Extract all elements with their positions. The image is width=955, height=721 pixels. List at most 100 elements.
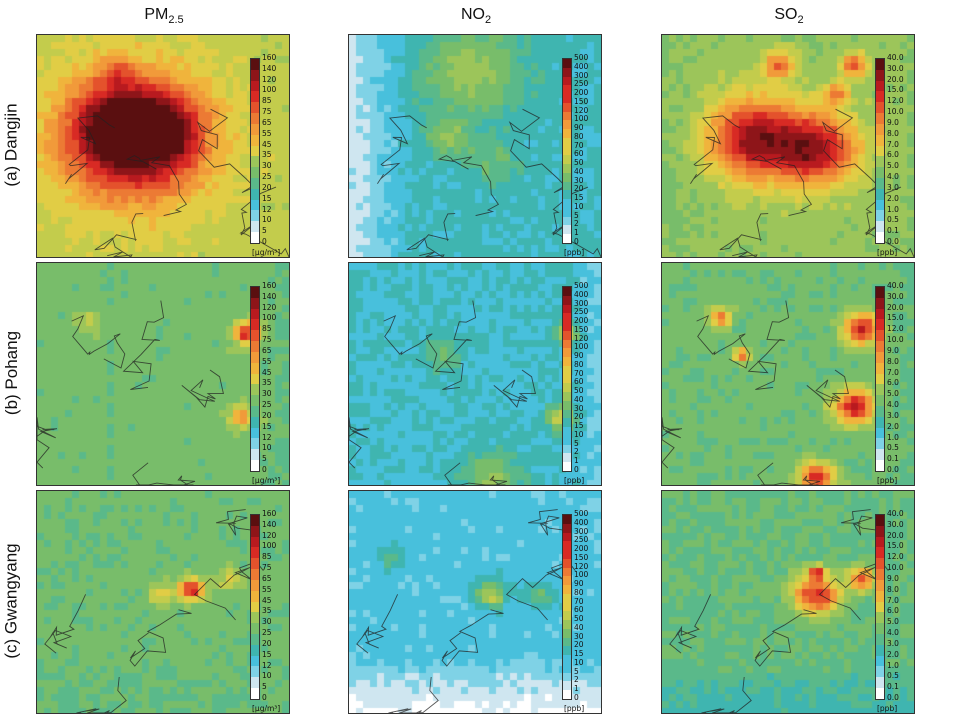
map-panel-dangjin-so2 bbox=[661, 34, 915, 258]
colorbar-segment bbox=[563, 330, 571, 340]
colorbar-tick-label: 15 bbox=[262, 421, 272, 431]
colorbar-segment bbox=[876, 351, 884, 363]
concentration-field bbox=[349, 263, 601, 485]
colorbar-segment bbox=[563, 216, 571, 226]
boundary-lines bbox=[37, 300, 224, 485]
colorbar-segment bbox=[563, 409, 571, 419]
colorbar-tick-label: 65 bbox=[262, 345, 272, 355]
colorbar-tick-label: 25 bbox=[262, 400, 272, 410]
colorbar-tick-label: 9.0 bbox=[887, 573, 899, 583]
colorbar-segment bbox=[251, 308, 259, 320]
row-title-label: (b) Pohang bbox=[2, 330, 21, 416]
colorbar-segment bbox=[876, 547, 884, 559]
colorbar-segment bbox=[563, 287, 571, 296]
colorbar-tick-label: 55 bbox=[262, 356, 272, 366]
colorbar-tick-label: 100 bbox=[574, 114, 589, 124]
colorbar-segment bbox=[876, 405, 884, 417]
colorbar-tick-label: 120 bbox=[574, 561, 589, 571]
colorbar-tick-label: 9.0 bbox=[887, 345, 899, 355]
colorbar-segment bbox=[251, 221, 259, 232]
colorbar-segment bbox=[876, 341, 884, 352]
colorbar-tick-label: 10.0 bbox=[887, 107, 904, 117]
colorbar-tick-label: 2 bbox=[574, 219, 579, 229]
boundary-line bbox=[806, 369, 849, 409]
colorbar-tick-label: 160 bbox=[262, 509, 277, 518]
colorbar-tick-label: 5 bbox=[262, 454, 267, 464]
colorbar-segment bbox=[251, 601, 259, 613]
colorbar-tick-label: 55 bbox=[262, 584, 272, 594]
colorbar-unit: [ppb] bbox=[564, 248, 585, 257]
colorbar-segment bbox=[251, 405, 259, 417]
colorbar-tick-label: 30 bbox=[262, 389, 272, 399]
colorbar-segment bbox=[563, 602, 571, 612]
colorbar-tick-label: 45 bbox=[262, 595, 272, 605]
colorbar-tick-label: 5 bbox=[574, 666, 579, 676]
colorbar-tick-label: 60 bbox=[574, 149, 584, 159]
boundary-lines bbox=[669, 509, 889, 713]
colorbar-segment bbox=[251, 80, 259, 92]
colorbar-segment bbox=[563, 453, 571, 462]
colorbar-segment bbox=[876, 633, 884, 645]
colorbar-tick-label: 4.0 bbox=[887, 628, 899, 638]
colorbar-segment bbox=[563, 418, 571, 427]
colorbar-tick-label: 65 bbox=[262, 117, 272, 127]
column-title-sub: 2 bbox=[797, 14, 804, 27]
colorbar-tick-label: 15 bbox=[574, 649, 584, 659]
colorbar-tick-label: 12.0 bbox=[887, 552, 904, 562]
boundary-line bbox=[193, 561, 264, 621]
colorbar-segment bbox=[563, 435, 571, 445]
colorbar-tick-label: 15 bbox=[574, 193, 584, 203]
colorbar-tick-label: 250 bbox=[574, 535, 589, 545]
colorbar-segment bbox=[251, 319, 259, 331]
colorbar-tick-label: 30.0 bbox=[887, 63, 904, 73]
colorbar-segment bbox=[563, 672, 571, 682]
colorbar-tick-label: 10.0 bbox=[887, 563, 904, 573]
map-panel-dangjin-pm bbox=[36, 34, 290, 258]
colorbar-tick-label: 200 bbox=[574, 88, 589, 98]
colorbar-segment bbox=[876, 677, 884, 688]
colorbar-tick-label: 0 bbox=[262, 693, 267, 702]
colorbar-tick-label: 1 bbox=[574, 456, 579, 466]
colorbar-tick-label: 20 bbox=[574, 640, 584, 650]
colorbar-segment bbox=[876, 156, 884, 168]
colorbar-gwangyang-pm bbox=[250, 514, 260, 700]
colorbar-segment bbox=[876, 373, 884, 385]
colorbar-tick-label: 250 bbox=[574, 79, 589, 89]
colorbar-segment bbox=[876, 427, 884, 439]
colorbar-segment bbox=[251, 416, 259, 428]
colorbar-tick-label: 35 bbox=[262, 606, 272, 616]
colorbar-tick-label: 1.0 bbox=[887, 660, 899, 670]
map-panel-dangjin-no2 bbox=[348, 34, 602, 258]
colorbar-segment bbox=[251, 177, 259, 189]
colorbar-tick-label: 30.0 bbox=[887, 291, 904, 301]
colorbar-segment bbox=[563, 348, 571, 357]
colorbar-segment bbox=[563, 558, 571, 568]
colorbar-tick-label: 150 bbox=[574, 324, 589, 334]
colorbar-segment bbox=[251, 558, 259, 570]
colorbar-segment bbox=[563, 181, 571, 191]
colorbar-tick-label: 5 bbox=[262, 682, 267, 692]
colorbar-segment bbox=[876, 308, 884, 320]
colorbar-tick-label: 60 bbox=[574, 377, 584, 387]
row-title-label: (a) Dangjin bbox=[2, 103, 21, 187]
colorbar-segment bbox=[251, 113, 259, 124]
colorbar-segment bbox=[563, 646, 571, 655]
boundary-line bbox=[125, 155, 188, 217]
colorbar-tick-label: 1.0 bbox=[887, 204, 899, 214]
colorbar-segment bbox=[876, 80, 884, 92]
colorbar-segment bbox=[563, 111, 571, 121]
colorbar-segment bbox=[563, 611, 571, 620]
boundary-line bbox=[356, 594, 399, 654]
colorbar-tick-label: 20 bbox=[574, 184, 584, 194]
colorbar-unit: [ppb] bbox=[564, 704, 585, 713]
colorbar-segment bbox=[876, 395, 884, 406]
concentration-field bbox=[37, 35, 289, 257]
colorbar-segment bbox=[251, 655, 259, 667]
colorbar-segment bbox=[563, 94, 571, 103]
colorbar-pohang-so2 bbox=[875, 286, 885, 472]
map-panel-gwangyang-no2 bbox=[348, 490, 602, 714]
colorbar-segment bbox=[876, 199, 884, 211]
colorbar-segment bbox=[876, 644, 884, 656]
colorbar-segment bbox=[876, 438, 884, 450]
colorbar-tick-label: 90 bbox=[574, 579, 584, 589]
